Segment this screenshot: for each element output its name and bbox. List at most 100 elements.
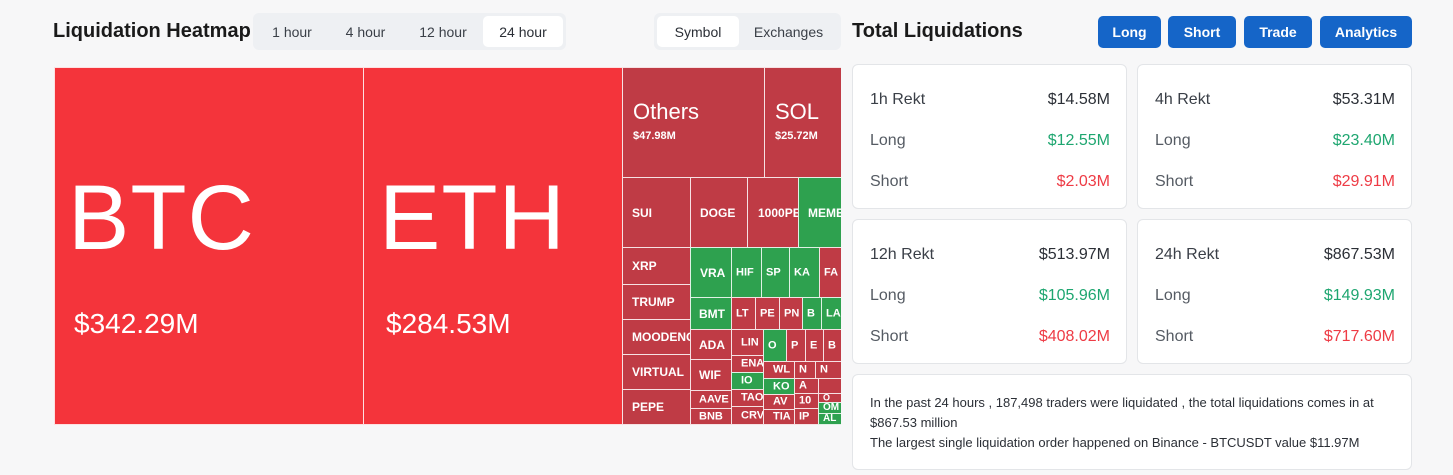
tile-meme[interactable]: MEME — [798, 177, 841, 248]
long-label: Long — [870, 132, 906, 149]
tab-1-hour[interactable]: 1 hour — [272, 23, 312, 40]
tab-symbol[interactable]: Symbol — [657, 16, 739, 47]
tile-label: 1000PE — [758, 205, 799, 220]
tile-label: ADA — [699, 337, 725, 352]
tile-label: VRA — [700, 265, 726, 280]
tile-label: MOODENG — [632, 330, 691, 344]
tile-label: LIN — [741, 336, 759, 348]
tile-eth[interactable]: ETH $284.53M — [363, 67, 623, 425]
tile-bmt[interactable]: BMT — [690, 297, 732, 330]
tile-p[interactable]: P — [786, 329, 806, 362]
tile-crv[interactable]: CRV — [731, 406, 764, 425]
tile-e[interactable]: E — [805, 329, 824, 362]
tile-ltc[interactable]: LT — [731, 297, 756, 330]
tile-virtual[interactable]: VIRTUAL — [622, 354, 691, 390]
short-button[interactable]: Short — [1168, 16, 1236, 48]
tile-trump[interactable]: TRUMP — [622, 284, 691, 320]
tab-12-hour[interactable]: 12 hour — [419, 23, 467, 40]
tile-algo[interactable]: AL — [818, 413, 841, 425]
tile-label: B — [807, 307, 815, 319]
tile-others[interactable]: Others $47.98M — [622, 67, 765, 178]
tile-layer[interactable]: LA — [821, 297, 841, 330]
short-label: Short — [870, 173, 909, 190]
tile-filler-1[interactable] — [818, 378, 841, 394]
tile-sui[interactable]: SUI — [622, 177, 691, 248]
tile-ena[interactable]: ENA — [731, 355, 764, 373]
tile-vra[interactable]: VRA — [690, 247, 732, 298]
tile-link[interactable]: LIN — [731, 329, 764, 356]
tile-tao[interactable]: TAO — [731, 389, 764, 407]
tile-doge[interactable]: DOGE — [690, 177, 748, 248]
heatmap-title: Liquidation Heatmap — [53, 20, 251, 42]
tile-kaito[interactable]: KA — [789, 247, 820, 298]
tab-24-hour[interactable]: 24 hour — [483, 16, 563, 47]
tile-label: IP — [799, 410, 810, 422]
tile-moodeng[interactable]: MOODENG — [622, 319, 691, 355]
tile-pepe[interactable]: PEPE — [622, 389, 691, 425]
tile-bnb[interactable]: BNB — [690, 408, 732, 425]
tile-xrp[interactable]: XRP — [622, 247, 691, 285]
short-value: $2.03M — [1056, 173, 1110, 190]
card-total: $14.58M — [1047, 91, 1110, 108]
tile-wif[interactable]: WIF — [690, 359, 732, 391]
tile-1000x[interactable]: 10 — [794, 393, 819, 409]
tile-fartcoin[interactable]: FA — [819, 247, 841, 298]
short-value: $717.60M — [1323, 328, 1395, 345]
tile-label: AAVE — [699, 393, 729, 405]
tile-avax[interactable]: AV — [763, 394, 795, 410]
short-label: Short — [1155, 173, 1194, 190]
card-24h-rekt: 24h Rekt $867.53M Long $149.93M Short $717.… — [1137, 219, 1412, 364]
analytics-button[interactable]: Analytics — [1320, 16, 1412, 48]
tile-label: VIRTUAL — [632, 365, 684, 379]
tile-ip[interactable]: IP — [794, 408, 819, 425]
tile-label: TAO — [741, 391, 764, 404]
tile-ada[interactable]: ADA — [690, 329, 732, 360]
tile-near[interactable]: N — [794, 361, 816, 379]
tile-label: KA — [794, 266, 810, 278]
tile-pnut[interactable]: PN — [779, 297, 803, 330]
card-total: $53.31M — [1332, 91, 1395, 108]
tile-label: PEPE — [632, 400, 665, 414]
card-total: $513.97M — [1038, 246, 1110, 263]
tile-others-value: $47.98M — [633, 130, 676, 142]
tile-label: OM — [823, 402, 840, 413]
tile-btc[interactable]: BTC $342.29M — [54, 67, 364, 425]
tile-label: TIA — [773, 410, 791, 423]
tile-spx[interactable]: SP — [761, 247, 790, 298]
tile-io[interactable]: IO — [731, 372, 764, 390]
tile-label: PN — [784, 307, 800, 319]
tile-label: FA — [824, 266, 839, 278]
summary-line-2: The largest single liquidation order hap… — [870, 435, 1360, 450]
long-label: Long — [870, 287, 906, 304]
tile-eth-value: $284.53M — [386, 308, 511, 339]
tile-label: N — [799, 363, 807, 376]
tile-label: WL — [773, 363, 791, 376]
tile-sol[interactable]: SOL $25.72M — [764, 67, 841, 178]
tile-tia[interactable]: TIA — [763, 409, 795, 425]
tile-1000pepe[interactable]: 1000PE — [747, 177, 799, 248]
tile-b-green[interactable]: B — [802, 297, 822, 330]
tile-hifi[interactable]: HIF — [731, 247, 762, 298]
tile-op[interactable]: O — [763, 329, 787, 362]
tab-exchanges[interactable]: Exchanges — [753, 23, 824, 40]
card-label: 24h Rekt — [1155, 246, 1220, 263]
short-value: $29.91M — [1332, 173, 1395, 190]
tile-pengu[interactable]: PE — [755, 297, 780, 330]
short-value: $408.02M — [1038, 328, 1110, 345]
tile-aave[interactable]: AAVE — [690, 390, 732, 409]
tile-label: LT — [736, 307, 749, 319]
tile-n2[interactable]: N — [815, 361, 841, 379]
tile-label: ENA — [741, 357, 764, 370]
tab-4-hour[interactable]: 4 hour — [345, 23, 386, 40]
tile-label: P — [791, 339, 799, 351]
tile-b-red[interactable]: B — [823, 329, 841, 362]
tile-sol-value: $25.72M — [775, 130, 818, 142]
liquidation-heatmap: BTC $342.29M ETH $284.53M Others $47.98M… — [54, 67, 841, 425]
tile-kas[interactable]: KO — [763, 378, 795, 395]
tile-wld[interactable]: WL — [763, 361, 795, 379]
tile-label: N — [820, 363, 828, 376]
card-label: 12h Rekt — [870, 246, 935, 263]
tile-a[interactable]: A — [794, 378, 819, 394]
long-button[interactable]: Long — [1098, 16, 1161, 48]
trade-button[interactable]: Trade — [1244, 16, 1312, 48]
